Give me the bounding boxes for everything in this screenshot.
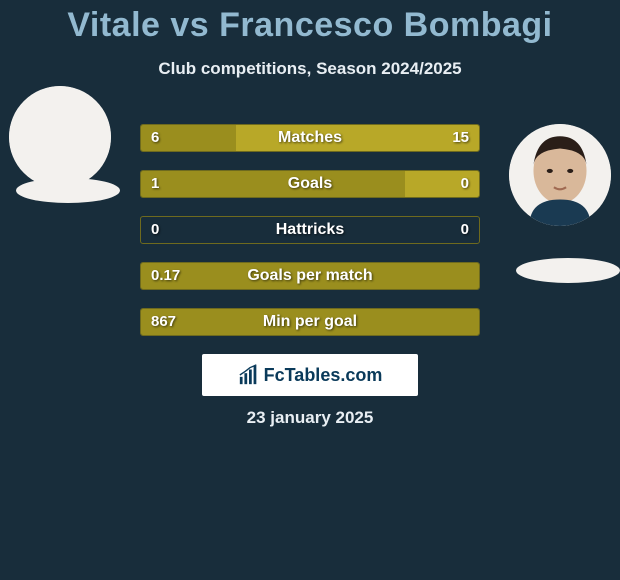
player1-shadow xyxy=(16,178,120,203)
stat-row: Hattricks0 0 xyxy=(140,216,480,244)
player2-value: 0 xyxy=(461,217,469,243)
page-title: Vitale vs Francesco Bombagi xyxy=(0,0,620,45)
player2-shadow xyxy=(516,258,620,283)
stat-row: Min per goal867 xyxy=(140,308,480,336)
player1-value: 0 xyxy=(151,217,159,243)
date-label: 23 january 2025 xyxy=(0,408,620,428)
stat-label: Goals per match xyxy=(141,263,479,289)
avatar-face-icon xyxy=(509,124,611,226)
player2-value: 15 xyxy=(452,125,469,151)
player1-value: 0.17 xyxy=(151,263,180,289)
logo-text: FcTables.com xyxy=(264,365,383,386)
comparison-bars: Matches615Goals10Hattricks00Goals per ma… xyxy=(140,124,480,354)
player2-value: 0 xyxy=(461,171,469,197)
logo: FcTables.com xyxy=(238,364,383,386)
player1-avatar xyxy=(9,86,111,188)
stat-row: Goals per match0.17 xyxy=(140,262,480,290)
stat-label: Hattricks xyxy=(141,217,479,243)
stat-label: Goals xyxy=(141,171,479,197)
chart-icon xyxy=(238,364,260,386)
player1-value: 6 xyxy=(151,125,159,151)
subtitle: Club competitions, Season 2024/2025 xyxy=(0,59,620,79)
stat-row: Matches6 15 xyxy=(140,124,480,152)
stat-label: Matches xyxy=(141,125,479,151)
stat-row: Goals1 0 xyxy=(140,170,480,198)
player2-avatar xyxy=(509,124,611,226)
player1-value: 1 xyxy=(151,171,159,197)
logo-box: FcTables.com xyxy=(202,354,418,396)
stat-label: Min per goal xyxy=(141,309,479,335)
avatar-placeholder-icon xyxy=(9,86,111,188)
player1-value: 867 xyxy=(151,309,176,335)
